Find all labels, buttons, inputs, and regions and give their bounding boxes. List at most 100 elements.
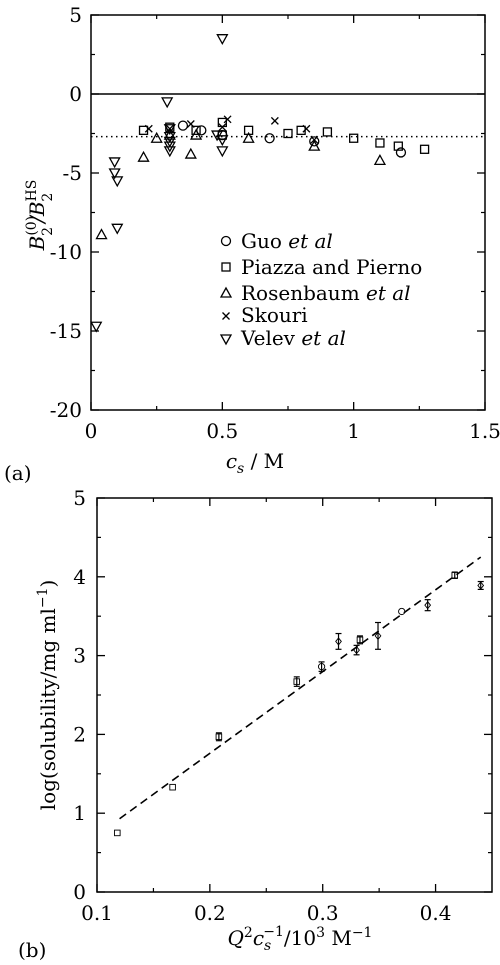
panel-a-points xyxy=(90,34,430,333)
legend-marker-square-glyph xyxy=(221,262,231,272)
panel-a-point-triangle-up xyxy=(95,228,108,240)
panel-b-point-square xyxy=(215,733,223,741)
panel-a-point-triangle-up xyxy=(308,139,321,151)
panel-a-point-x xyxy=(218,123,227,132)
panel-b-errorbar xyxy=(293,676,300,687)
legend-marker-triangle-up xyxy=(219,286,233,298)
panel-a-point-circle xyxy=(309,136,320,147)
legend-label-rosenbaum: Rosenbaum et al xyxy=(241,281,411,305)
panel-a-point-triangle-down xyxy=(216,146,229,158)
panel-b-point-diamond xyxy=(335,637,342,646)
panel-a-ticks: 0 0.5 1 1.5 -20 -15 -10 -5 0 5 xyxy=(50,3,500,443)
legend-velev-name: Velev xyxy=(240,326,301,350)
panel-b-ylabel-main: log(solubility/mg ml xyxy=(36,608,60,810)
panel-a-point-triangle-up xyxy=(184,147,197,159)
legend-marker-triangle-up-glyph xyxy=(219,286,233,298)
panel-a-point-triangle-up xyxy=(373,154,387,166)
legend-label-velev: Velev et al xyxy=(240,326,346,350)
panel-b-frame xyxy=(96,497,493,893)
panel-b-xlabel-unitsup: −1 xyxy=(352,925,373,941)
legend-marker-circle xyxy=(220,235,232,247)
legend-marker-triangle-down-glyph xyxy=(219,334,233,346)
panel-b-point-diamond xyxy=(353,645,360,655)
panel-a-ylabel-sup0: (0) xyxy=(24,216,40,236)
panel-a-point-square xyxy=(283,128,293,139)
panel-a-point-square xyxy=(349,133,359,143)
panel-a-point-circle xyxy=(177,120,189,131)
panel-b-errorbar xyxy=(451,571,458,579)
panel-a-xtick-label: 0 xyxy=(85,419,98,443)
panel-a-point-circle xyxy=(395,147,407,158)
panel-b-ylabel-sup: −1 xyxy=(35,587,51,608)
panel-b-point-square xyxy=(114,829,121,837)
panel-b-xlabel-csub: s xyxy=(264,938,271,954)
panel-a-ylabel-sub2b: 2 xyxy=(40,193,56,202)
legend-marker-circle-glyph xyxy=(220,235,232,247)
panel-a-point-square xyxy=(375,138,385,148)
legend-entry-rosenbaum: Rosenbaum et al xyxy=(219,281,411,305)
panel-a-ytick-label: -10 xyxy=(50,240,82,264)
panel-a-point-triangle-down xyxy=(163,124,176,136)
legend-piazza-name: Piazza and Pierno xyxy=(241,255,422,279)
panel-b-xlabel-tensup: 3 xyxy=(316,925,325,941)
panel-a-point-triangle-up xyxy=(137,150,150,162)
panel-a-point-triangle-up xyxy=(150,131,163,143)
panel-b-point-diamond xyxy=(424,600,432,610)
panel-a-ylabel-base: B xyxy=(25,236,49,252)
legend-label-piazza: Piazza and Pierno xyxy=(241,255,422,279)
panel-b-point-square xyxy=(169,783,176,791)
panel-a-point-triangle-down xyxy=(216,135,229,147)
panel-a-xlabel: cs / M xyxy=(226,449,284,477)
panel-a-point-triangle-down xyxy=(90,321,103,333)
panel-b-fit-line xyxy=(119,556,482,820)
panel-b-ytick-label: 3 xyxy=(73,644,86,668)
panel-b-ytick-label: 4 xyxy=(73,565,86,589)
panel-a-point-x xyxy=(165,124,174,133)
panel-a-point-square xyxy=(191,125,201,135)
panel-b-points xyxy=(114,571,485,837)
panel-a-legend: Guo et al Piazza and Pierno Rosenbaum et… xyxy=(219,229,422,350)
legend-entry-piazza: Piazza and Pierno xyxy=(221,255,422,279)
panel-b-point-diamond xyxy=(477,581,485,590)
legend-skouri-name: Skouri xyxy=(241,303,308,327)
panel-a-xlabel-tail: / M xyxy=(244,449,284,473)
panel-a-ylabel-slash: /B xyxy=(25,201,49,224)
panel-a-point-x xyxy=(302,124,311,133)
panel-b-point-square xyxy=(356,636,364,644)
panel-a: 0 0.5 1 1.5-20-15-10-505 B(0)2/BHS2 cs / M … xyxy=(4,3,500,485)
panel-a-point-triangle-down xyxy=(163,146,176,158)
panel-b-ytick-label: 5 xyxy=(73,486,86,510)
panel-a-xlabel-sub: s xyxy=(237,461,244,477)
panel-a-point-triangle-up xyxy=(242,131,255,143)
legend-entry-skouri: Skouri xyxy=(222,303,308,327)
panel-a-point-triangle-down xyxy=(108,157,121,169)
panel-a-point-x xyxy=(144,124,153,133)
panel-b-ylabel: log(solubility/mg ml−1) xyxy=(35,580,60,811)
panel-a-ytick-label: 5 xyxy=(69,3,82,27)
legend-guo-name: Guo xyxy=(241,229,288,253)
panel-b-xlabel-qsup: 2 xyxy=(244,925,253,941)
panel-a-point-x xyxy=(270,116,279,125)
panel-a-frame xyxy=(90,14,486,411)
panel-a-point-triangle-down xyxy=(216,34,229,46)
panel-b-ylabel-close: ) xyxy=(36,580,60,588)
panel-a-xtick-label: 1.5 xyxy=(469,419,500,443)
legend-marker-triangle-down xyxy=(219,334,233,346)
legend-label-skouri: Skouri xyxy=(241,303,308,327)
panel-b-xtick-label: 0.3 xyxy=(307,901,339,925)
panel-b-xlabel-csup: −1 xyxy=(263,924,284,940)
legend-entry-guo: Guo et al xyxy=(220,229,333,253)
panel-b-point-square xyxy=(451,571,459,579)
panel-b-xtick-label: 0.4 xyxy=(420,901,452,925)
panel-a-point-triangle-down xyxy=(161,97,174,109)
legend-marker-square xyxy=(221,262,231,272)
panel-a-xtick-label: 0.5 xyxy=(206,419,238,443)
panel-a-ylabel-sub2: 2 xyxy=(40,227,56,236)
panel-a-ytick-label: -15 xyxy=(50,319,82,343)
panel-a-point-x xyxy=(223,115,232,124)
panel-b-xlabel-c: c xyxy=(253,926,264,950)
panel-b-ytick-label: 1 xyxy=(73,801,86,825)
panel-b-errorbar xyxy=(335,632,342,650)
